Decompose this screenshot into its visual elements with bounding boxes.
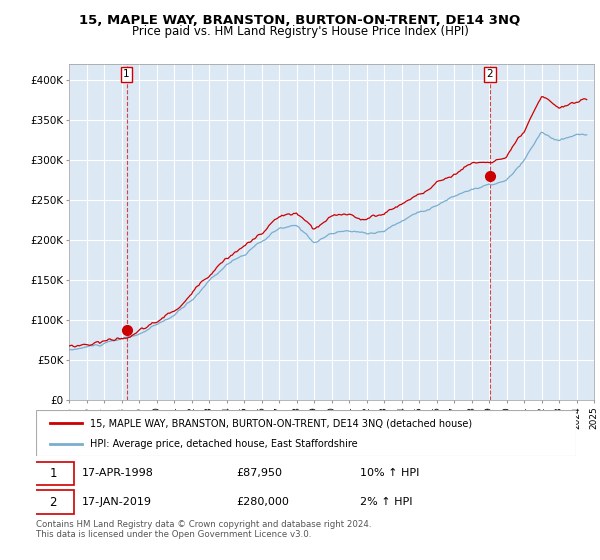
Text: Price paid vs. HM Land Registry's House Price Index (HPI): Price paid vs. HM Land Registry's House …: [131, 25, 469, 38]
Text: Contains HM Land Registry data © Crown copyright and database right 2024.
This d: Contains HM Land Registry data © Crown c…: [36, 520, 371, 539]
Text: £87,950: £87,950: [236, 468, 282, 478]
Text: 2: 2: [50, 496, 57, 508]
Text: 15, MAPLE WAY, BRANSTON, BURTON-ON-TRENT, DE14 3NQ (detached house): 15, MAPLE WAY, BRANSTON, BURTON-ON-TRENT…: [90, 418, 472, 428]
Text: 2% ↑ HPI: 2% ↑ HPI: [360, 497, 413, 507]
Text: 10% ↑ HPI: 10% ↑ HPI: [360, 468, 419, 478]
Text: 1: 1: [50, 467, 57, 480]
FancyBboxPatch shape: [34, 491, 74, 514]
Text: HPI: Average price, detached house, East Staffordshire: HPI: Average price, detached house, East…: [90, 438, 358, 449]
Text: 1: 1: [123, 69, 130, 80]
FancyBboxPatch shape: [34, 461, 74, 485]
FancyBboxPatch shape: [36, 410, 576, 456]
Text: 17-JAN-2019: 17-JAN-2019: [82, 497, 152, 507]
Text: £280,000: £280,000: [236, 497, 289, 507]
Text: 2: 2: [487, 69, 493, 80]
Text: 15, MAPLE WAY, BRANSTON, BURTON-ON-TRENT, DE14 3NQ: 15, MAPLE WAY, BRANSTON, BURTON-ON-TRENT…: [79, 14, 521, 27]
Text: 17-APR-1998: 17-APR-1998: [82, 468, 154, 478]
